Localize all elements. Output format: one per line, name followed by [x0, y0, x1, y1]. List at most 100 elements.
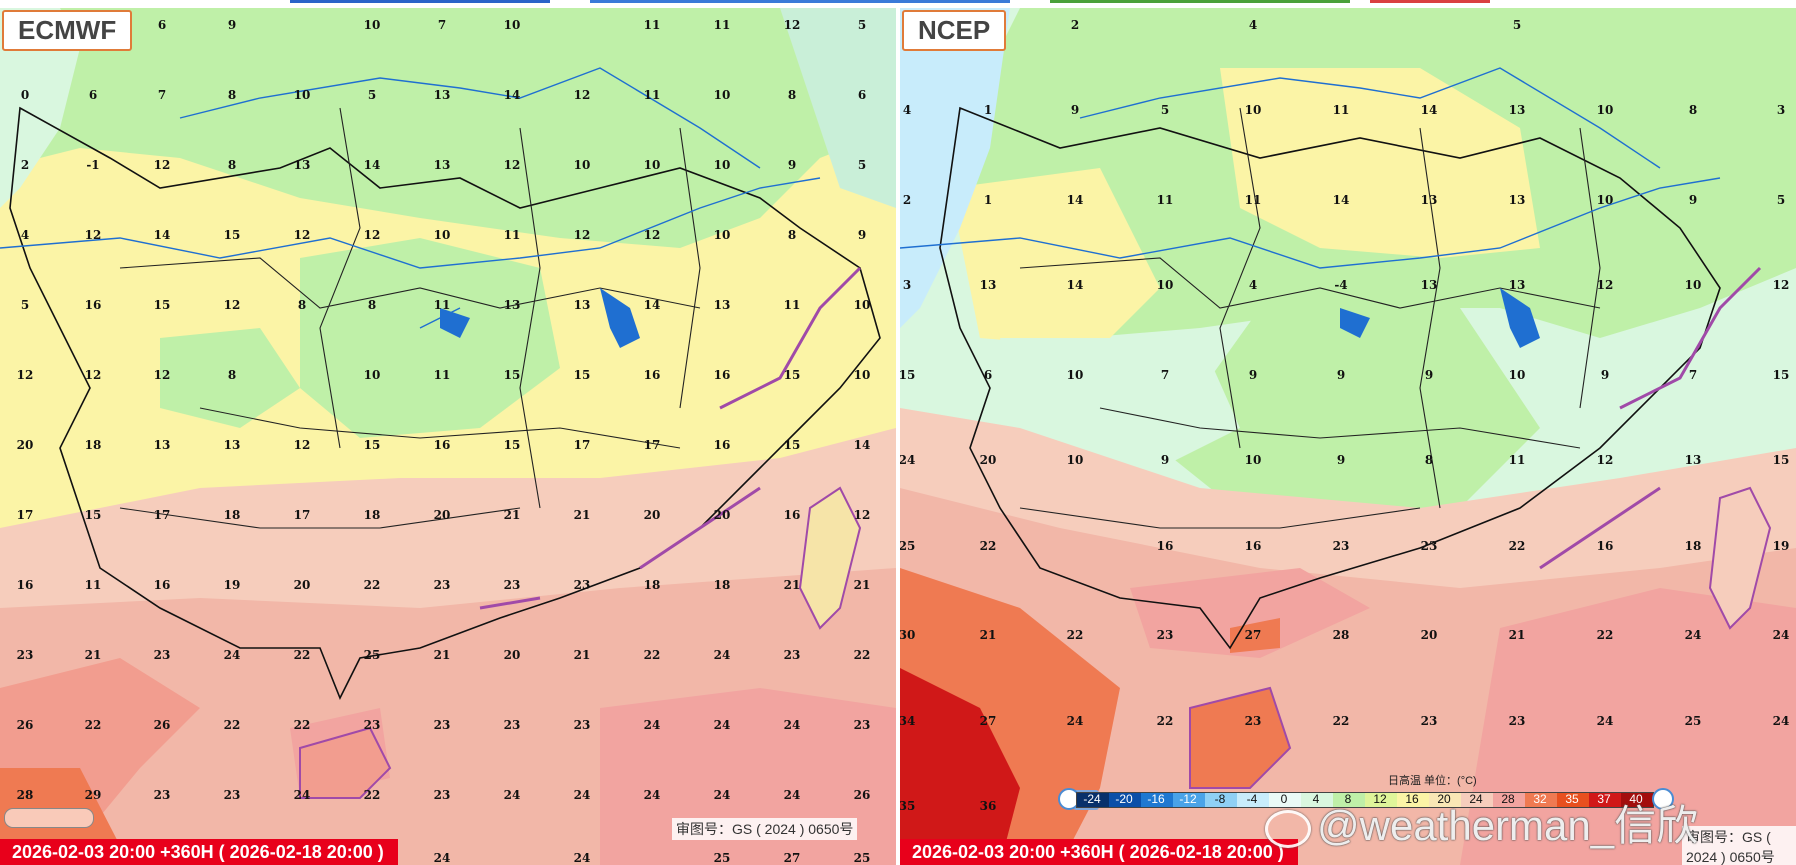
station-value: 26 — [153, 718, 171, 732]
ncep-review-number: 审图号：GS ( 2024 ) 0650号 — [1682, 826, 1796, 865]
station-value: 15 — [1772, 453, 1790, 467]
station-value: 24 — [503, 788, 521, 802]
station-value: 24 — [573, 851, 591, 865]
station-value: 25 — [900, 539, 916, 553]
station-value: 12 — [223, 298, 241, 312]
station-value: 14 — [643, 298, 661, 312]
station-value: 26 — [16, 718, 34, 732]
station-value: 23 — [1420, 714, 1438, 728]
station-value: 10 — [363, 18, 381, 32]
station-value: 22 — [979, 539, 997, 553]
station-value: 10 — [1596, 103, 1614, 117]
station-value: 22 — [363, 578, 381, 592]
station-value: 15 — [84, 508, 102, 522]
station-value: 9 — [1160, 453, 1170, 467]
station-value: 25 — [713, 851, 731, 865]
station-value: 23 — [153, 648, 171, 662]
station-value: 23 — [573, 578, 591, 592]
station-value: 13 — [433, 158, 451, 172]
station-value: 16 — [1244, 539, 1262, 553]
station-value: 20 — [293, 578, 311, 592]
station-value: 16 — [783, 508, 801, 522]
station-value: 17 — [153, 508, 171, 522]
legend-tick-label: 32 — [1533, 792, 1547, 806]
top-edge-strip — [290, 0, 1490, 3]
station-value: 7 — [1160, 368, 1170, 382]
legend-tick-label: 40 — [1629, 792, 1643, 806]
station-value: -4 — [1334, 278, 1348, 292]
station-value: 24 — [1772, 628, 1790, 642]
legend-swatch — [1365, 793, 1397, 807]
legend-swatch — [1109, 793, 1141, 807]
station-value: 10 — [713, 88, 731, 102]
ncep-map-panel: 2 4 5 4 1 9 5 10 11 14 13 10 8 3 2 1 14 11 11 14 13 13 10 9 5 3 13… — [900, 8, 1796, 865]
station-value: 20 — [713, 508, 731, 522]
legend-swatch — [1397, 793, 1429, 807]
station-value: 20 — [979, 453, 997, 467]
station-value: 2 — [1070, 18, 1080, 32]
station-value: 22 — [84, 718, 102, 732]
station-value: 14 — [363, 158, 381, 172]
station-value: 10 — [853, 298, 871, 312]
station-value: 11 — [433, 298, 451, 312]
station-value: 9 — [857, 228, 867, 242]
station-value: 22 — [1596, 628, 1614, 642]
station-value: 18 — [1684, 539, 1702, 553]
station-value: 5 — [367, 88, 377, 102]
station-value: 8 — [367, 298, 377, 312]
station-value: 15 — [783, 368, 801, 382]
station-value: 4 — [902, 103, 912, 117]
station-value: 10 — [853, 368, 871, 382]
station-value: 23 — [153, 788, 171, 802]
legend-swatch — [1173, 793, 1205, 807]
station-value: 2 — [20, 158, 30, 172]
station-value: 14 — [503, 88, 521, 102]
station-value: 13 — [573, 298, 591, 312]
station-value: 10 — [1066, 368, 1084, 382]
station-value: 23 — [1508, 714, 1526, 728]
station-value: 35 — [900, 799, 916, 813]
station-value: 12 — [293, 228, 311, 242]
station-value: 10 — [1066, 453, 1084, 467]
station-value: 23 — [433, 788, 451, 802]
station-value: 1 — [983, 193, 993, 207]
station-value: 8 — [787, 228, 797, 242]
station-value: 8 — [787, 88, 797, 102]
station-value: 12 — [153, 368, 171, 382]
ecmwf-station-values: 6 9 10 7 10 11 11 12 5 0 6 7 8 10 5 13 14 12 11 10 8 6 2 -1 12 8 1… — [0, 8, 896, 865]
station-value: 19 — [1772, 539, 1790, 553]
station-value: 15 — [783, 438, 801, 452]
station-value: 5 — [1512, 18, 1522, 32]
station-value: 12 — [573, 228, 591, 242]
station-value: 12 — [853, 508, 871, 522]
station-value: 9 — [1688, 193, 1698, 207]
station-value: 23 — [503, 578, 521, 592]
legend-swatch — [1205, 793, 1237, 807]
station-value: 24 — [433, 851, 451, 865]
station-value: 12 — [643, 228, 661, 242]
station-value: 20 — [1420, 628, 1438, 642]
station-value: 22 — [1066, 628, 1084, 642]
station-value: 12 — [84, 368, 102, 382]
station-value: 0 — [20, 88, 30, 102]
station-value: 13 — [1420, 278, 1438, 292]
station-value: 11 — [503, 228, 521, 242]
station-value: 1 — [983, 103, 993, 117]
station-value: 17 — [16, 508, 34, 522]
playback-scrubber[interactable] — [4, 808, 94, 828]
station-value: 10 — [503, 18, 521, 32]
station-value: 16 — [1156, 539, 1174, 553]
station-value: 36 — [979, 799, 997, 813]
station-value: 3 — [902, 278, 912, 292]
station-value: 16 — [16, 578, 34, 592]
legend-swatch — [1493, 793, 1525, 807]
station-value: 9 — [1248, 368, 1258, 382]
station-value: 22 — [293, 718, 311, 732]
weibo-logo-icon — [1265, 809, 1311, 848]
station-value: 23 — [1244, 714, 1262, 728]
station-value: 4 — [20, 228, 30, 242]
station-value: 13 — [433, 88, 451, 102]
legend-tick-label: 16 — [1405, 792, 1419, 806]
station-value: 9 — [1336, 368, 1346, 382]
station-value: 22 — [1332, 714, 1350, 728]
